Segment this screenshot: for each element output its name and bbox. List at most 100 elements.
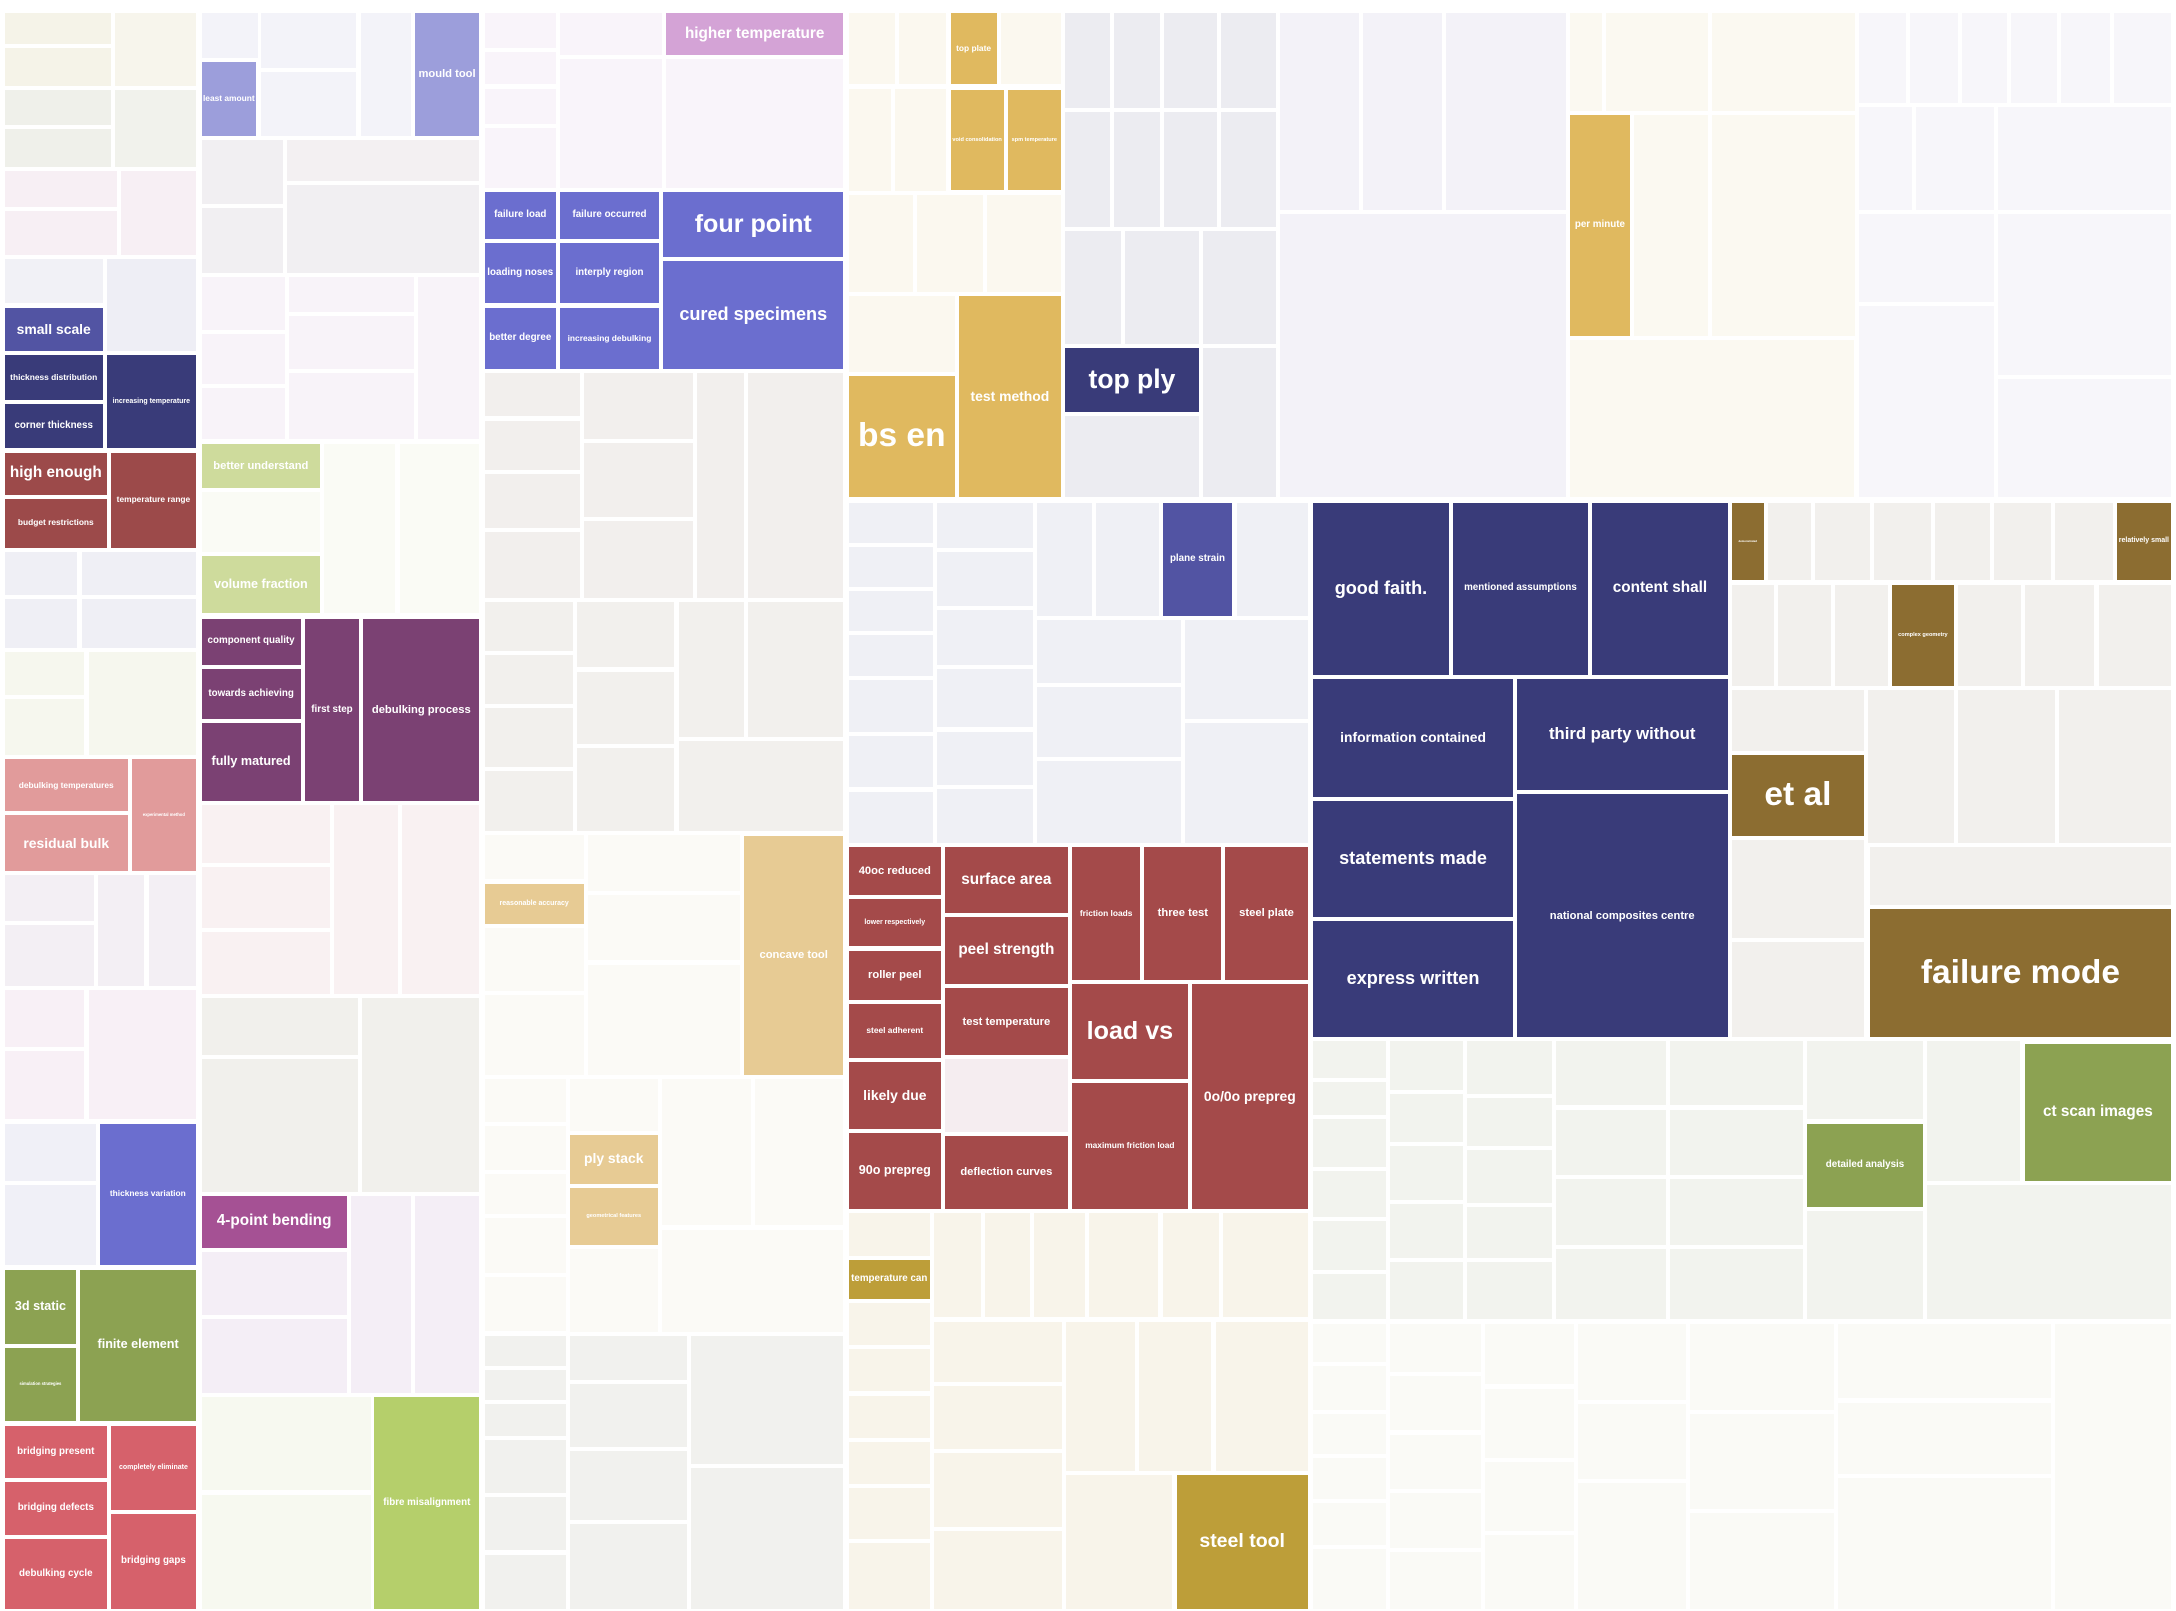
treemap-cell-failure-occurred[interactable]: failure occurred bbox=[558, 190, 661, 242]
treemap-cell-debulking-temperatures[interactable]: debulking temperatures bbox=[3, 757, 130, 813]
treemap-cell-spm-temperature[interactable]: spm temperature bbox=[1006, 88, 1063, 193]
treemap-cell-steel-tool[interactable]: steel tool bbox=[1175, 1473, 1310, 1611]
treemap-cell-void-consolidation[interactable]: void consolidation bbox=[949, 88, 1006, 193]
treemap-cell-test-method[interactable]: test method bbox=[957, 294, 1063, 499]
treemap-background-cell bbox=[285, 138, 482, 183]
treemap-cell-friction-loads[interactable]: friction loads bbox=[1070, 845, 1143, 982]
treemap-background-cell bbox=[287, 371, 415, 441]
treemap-cell-express-written[interactable]: express written bbox=[1311, 919, 1515, 1039]
treemap-cell-thickness-distribution[interactable]: thickness distribution bbox=[3, 353, 105, 402]
treemap-cell-simulation-strategies[interactable]: simulation strategies bbox=[3, 1346, 78, 1423]
treemap-cell-fully-matured[interactable]: fully matured bbox=[200, 721, 303, 803]
treemap-cell-test-temperature[interactable]: test temperature bbox=[943, 986, 1070, 1057]
treemap-cell-relatively-small[interactable]: relatively small bbox=[2115, 501, 2174, 582]
treemap-cell-bridging-present[interactable]: bridging present bbox=[3, 1424, 109, 1480]
treemap-cell-loading-noses[interactable]: loading noses bbox=[483, 241, 558, 305]
treemap-cell-maximum-friction-load[interactable]: maximum friction load bbox=[1070, 1081, 1190, 1211]
treemap-cell-complex-geometry[interactable]: complex geometry bbox=[1890, 583, 1956, 688]
treemap-cell-increasing-debulking[interactable]: increasing debulking bbox=[558, 306, 661, 372]
treemap-cell-component-quality[interactable]: component quality bbox=[200, 617, 303, 667]
treemap-cell-peel-strength[interactable]: peel strength bbox=[943, 915, 1070, 986]
treemap-cell-bs-en[interactable]: bs en bbox=[847, 374, 957, 500]
treemap-cell-concave-tool[interactable]: concave tool bbox=[742, 834, 845, 1077]
treemap-cell-ct-scan-images[interactable]: ct scan images bbox=[2023, 1042, 2174, 1183]
treemap-cell-steel-plate[interactable]: steel plate bbox=[1223, 845, 1310, 982]
treemap-cell-demonstrated[interactable]: demonstrated bbox=[1730, 501, 1766, 582]
treemap-cell-statements-made[interactable]: statements made bbox=[1311, 799, 1515, 919]
treemap-background-cell bbox=[2023, 583, 2097, 688]
treemap-cell-budget-restrictions[interactable]: budget restrictions bbox=[3, 497, 109, 550]
treemap-background-cell bbox=[983, 1211, 1032, 1320]
treemap-cell-corner-thickness[interactable]: corner thickness bbox=[3, 402, 105, 451]
treemap-cell-top-plate[interactable]: top plate bbox=[949, 11, 999, 86]
treemap-cell-increasing-temperature[interactable]: increasing temperature bbox=[105, 353, 199, 451]
treemap-cell-label: fibre misalignment bbox=[381, 1498, 472, 1509]
treemap-cell-label: small scale bbox=[15, 322, 93, 337]
treemap-cell-label: four point bbox=[693, 211, 814, 239]
treemap-cell-least-amount[interactable]: least amount bbox=[200, 60, 259, 138]
treemap-cell-debulking-process[interactable]: debulking process bbox=[361, 617, 481, 804]
treemap-cell-interply-region[interactable]: interply region bbox=[558, 241, 661, 305]
treemap-cell-4-point-bending[interactable]: 4-point bending bbox=[200, 1194, 349, 1250]
treemap-cell-steel-adherent[interactable]: steel adherent bbox=[847, 1002, 943, 1061]
treemap-cell-finite-element[interactable]: finite element bbox=[78, 1268, 198, 1423]
treemap-cell-debulking-cycle[interactable]: debulking cycle bbox=[3, 1537, 109, 1611]
treemap-background-cell bbox=[847, 1211, 932, 1258]
treemap-cell-et-al[interactable]: et al bbox=[1730, 753, 1867, 838]
treemap-cell-plane-strain[interactable]: plane strain bbox=[1161, 501, 1235, 618]
treemap-cell-geometrical-features[interactable]: geometrical features bbox=[568, 1186, 660, 1247]
treemap-cell-fibre-misalignment[interactable]: fibre misalignment bbox=[372, 1395, 481, 1611]
treemap-cell-failure-load[interactable]: failure load bbox=[483, 190, 558, 242]
treemap-cell-temperature-can[interactable]: temperature can bbox=[847, 1258, 932, 1301]
treemap-cell-ply-stack[interactable]: ply stack bbox=[568, 1133, 660, 1186]
treemap-cell-towards-achieving[interactable]: towards achieving bbox=[200, 667, 303, 721]
treemap-cell-residual-bulk[interactable]: residual bulk bbox=[3, 813, 130, 873]
treemap-cell-first-step[interactable]: first step bbox=[303, 617, 362, 804]
treemap-cell-thickness-variation[interactable]: thickness variation bbox=[98, 1122, 198, 1267]
treemap-cell-mentioned-assumptions[interactable]: mentioned assumptions bbox=[1451, 501, 1591, 677]
treemap-cell-volume-fraction[interactable]: volume fraction bbox=[200, 554, 323, 615]
treemap-cell-likely-due[interactable]: likely due bbox=[847, 1060, 943, 1131]
treemap-cell-four-point[interactable]: four point bbox=[661, 190, 845, 260]
treemap-background-cell bbox=[200, 1250, 349, 1317]
treemap-cell-top-ply[interactable]: top ply bbox=[1063, 346, 1201, 414]
treemap-background-cell bbox=[1311, 1117, 1388, 1169]
treemap-cell-mould-tool[interactable]: mould tool bbox=[413, 11, 481, 138]
treemap-cell-0o-0o-prepreg[interactable]: 0o/0o prepreg bbox=[1190, 982, 1310, 1211]
treemap-cell-load-vs[interactable]: load vs bbox=[1070, 982, 1190, 1081]
treemap-cell-cured-specimens[interactable]: cured specimens bbox=[661, 259, 845, 371]
treemap-cell-90o-prepreg[interactable]: 90o prepreg bbox=[847, 1131, 943, 1211]
treemap-cell-deflection-curves[interactable]: deflection curves bbox=[943, 1134, 1070, 1211]
treemap-cell-40oc-reduced[interactable]: 40oc reduced bbox=[847, 845, 943, 897]
treemap-background-cell bbox=[3, 88, 113, 127]
treemap-cell-failure-mode[interactable]: failure mode bbox=[1868, 907, 2174, 1040]
treemap-cell-temperature-range[interactable]: temperature range bbox=[109, 451, 198, 550]
treemap-cell-bridging-gaps[interactable]: bridging gaps bbox=[109, 1512, 198, 1611]
treemap-cell-higher-temperature[interactable]: higher temperature bbox=[664, 11, 845, 57]
treemap-cell-surface-area[interactable]: surface area bbox=[943, 845, 1070, 915]
treemap-cell-better-understand[interactable]: better understand bbox=[200, 442, 323, 489]
treemap-cell-third-party-without[interactable]: third party without bbox=[1515, 677, 1730, 793]
treemap-background-cell bbox=[985, 193, 1063, 295]
treemap-background-cell bbox=[1465, 1260, 1554, 1321]
treemap-cell-reasonable-accuracy[interactable]: reasonable accuracy bbox=[483, 882, 586, 927]
treemap-cell-experimental-method[interactable]: experimental method bbox=[130, 757, 198, 873]
treemap-cell-high-enough[interactable]: high enough bbox=[3, 451, 109, 497]
treemap-cell-small-scale[interactable]: small scale bbox=[3, 306, 105, 353]
treemap-cell-lower-respectively[interactable]: lower respectively bbox=[847, 897, 943, 949]
treemap-background-cell bbox=[847, 633, 935, 678]
treemap-background-cell bbox=[2009, 11, 2059, 105]
treemap-cell-completely-eliminate[interactable]: completely eliminate bbox=[109, 1424, 198, 1512]
treemap-cell-3d-static[interactable]: 3d static bbox=[3, 1268, 78, 1346]
treemap-cell-detailed-analysis[interactable]: detailed analysis bbox=[1805, 1122, 1925, 1210]
treemap-cell-national-composites-centre[interactable]: national composites centre bbox=[1515, 792, 1730, 1039]
treemap-cell-information-contained[interactable]: information contained bbox=[1311, 677, 1515, 800]
treemap-cell-better-degree[interactable]: better degree bbox=[483, 306, 558, 372]
treemap-cell-bridging-defects[interactable]: bridging defects bbox=[3, 1480, 109, 1537]
treemap-cell-three-test[interactable]: three test bbox=[1142, 845, 1223, 982]
treemap-cell-good-faith[interactable]: good faith. bbox=[1311, 501, 1451, 677]
treemap-cell-per-minute[interactable]: per minute bbox=[1568, 113, 1632, 338]
treemap-cell-roller-peel[interactable]: roller peel bbox=[847, 949, 943, 1002]
treemap-cell-label: content shall bbox=[1611, 580, 1709, 597]
treemap-cell-content-shall[interactable]: content shall bbox=[1590, 501, 1730, 677]
